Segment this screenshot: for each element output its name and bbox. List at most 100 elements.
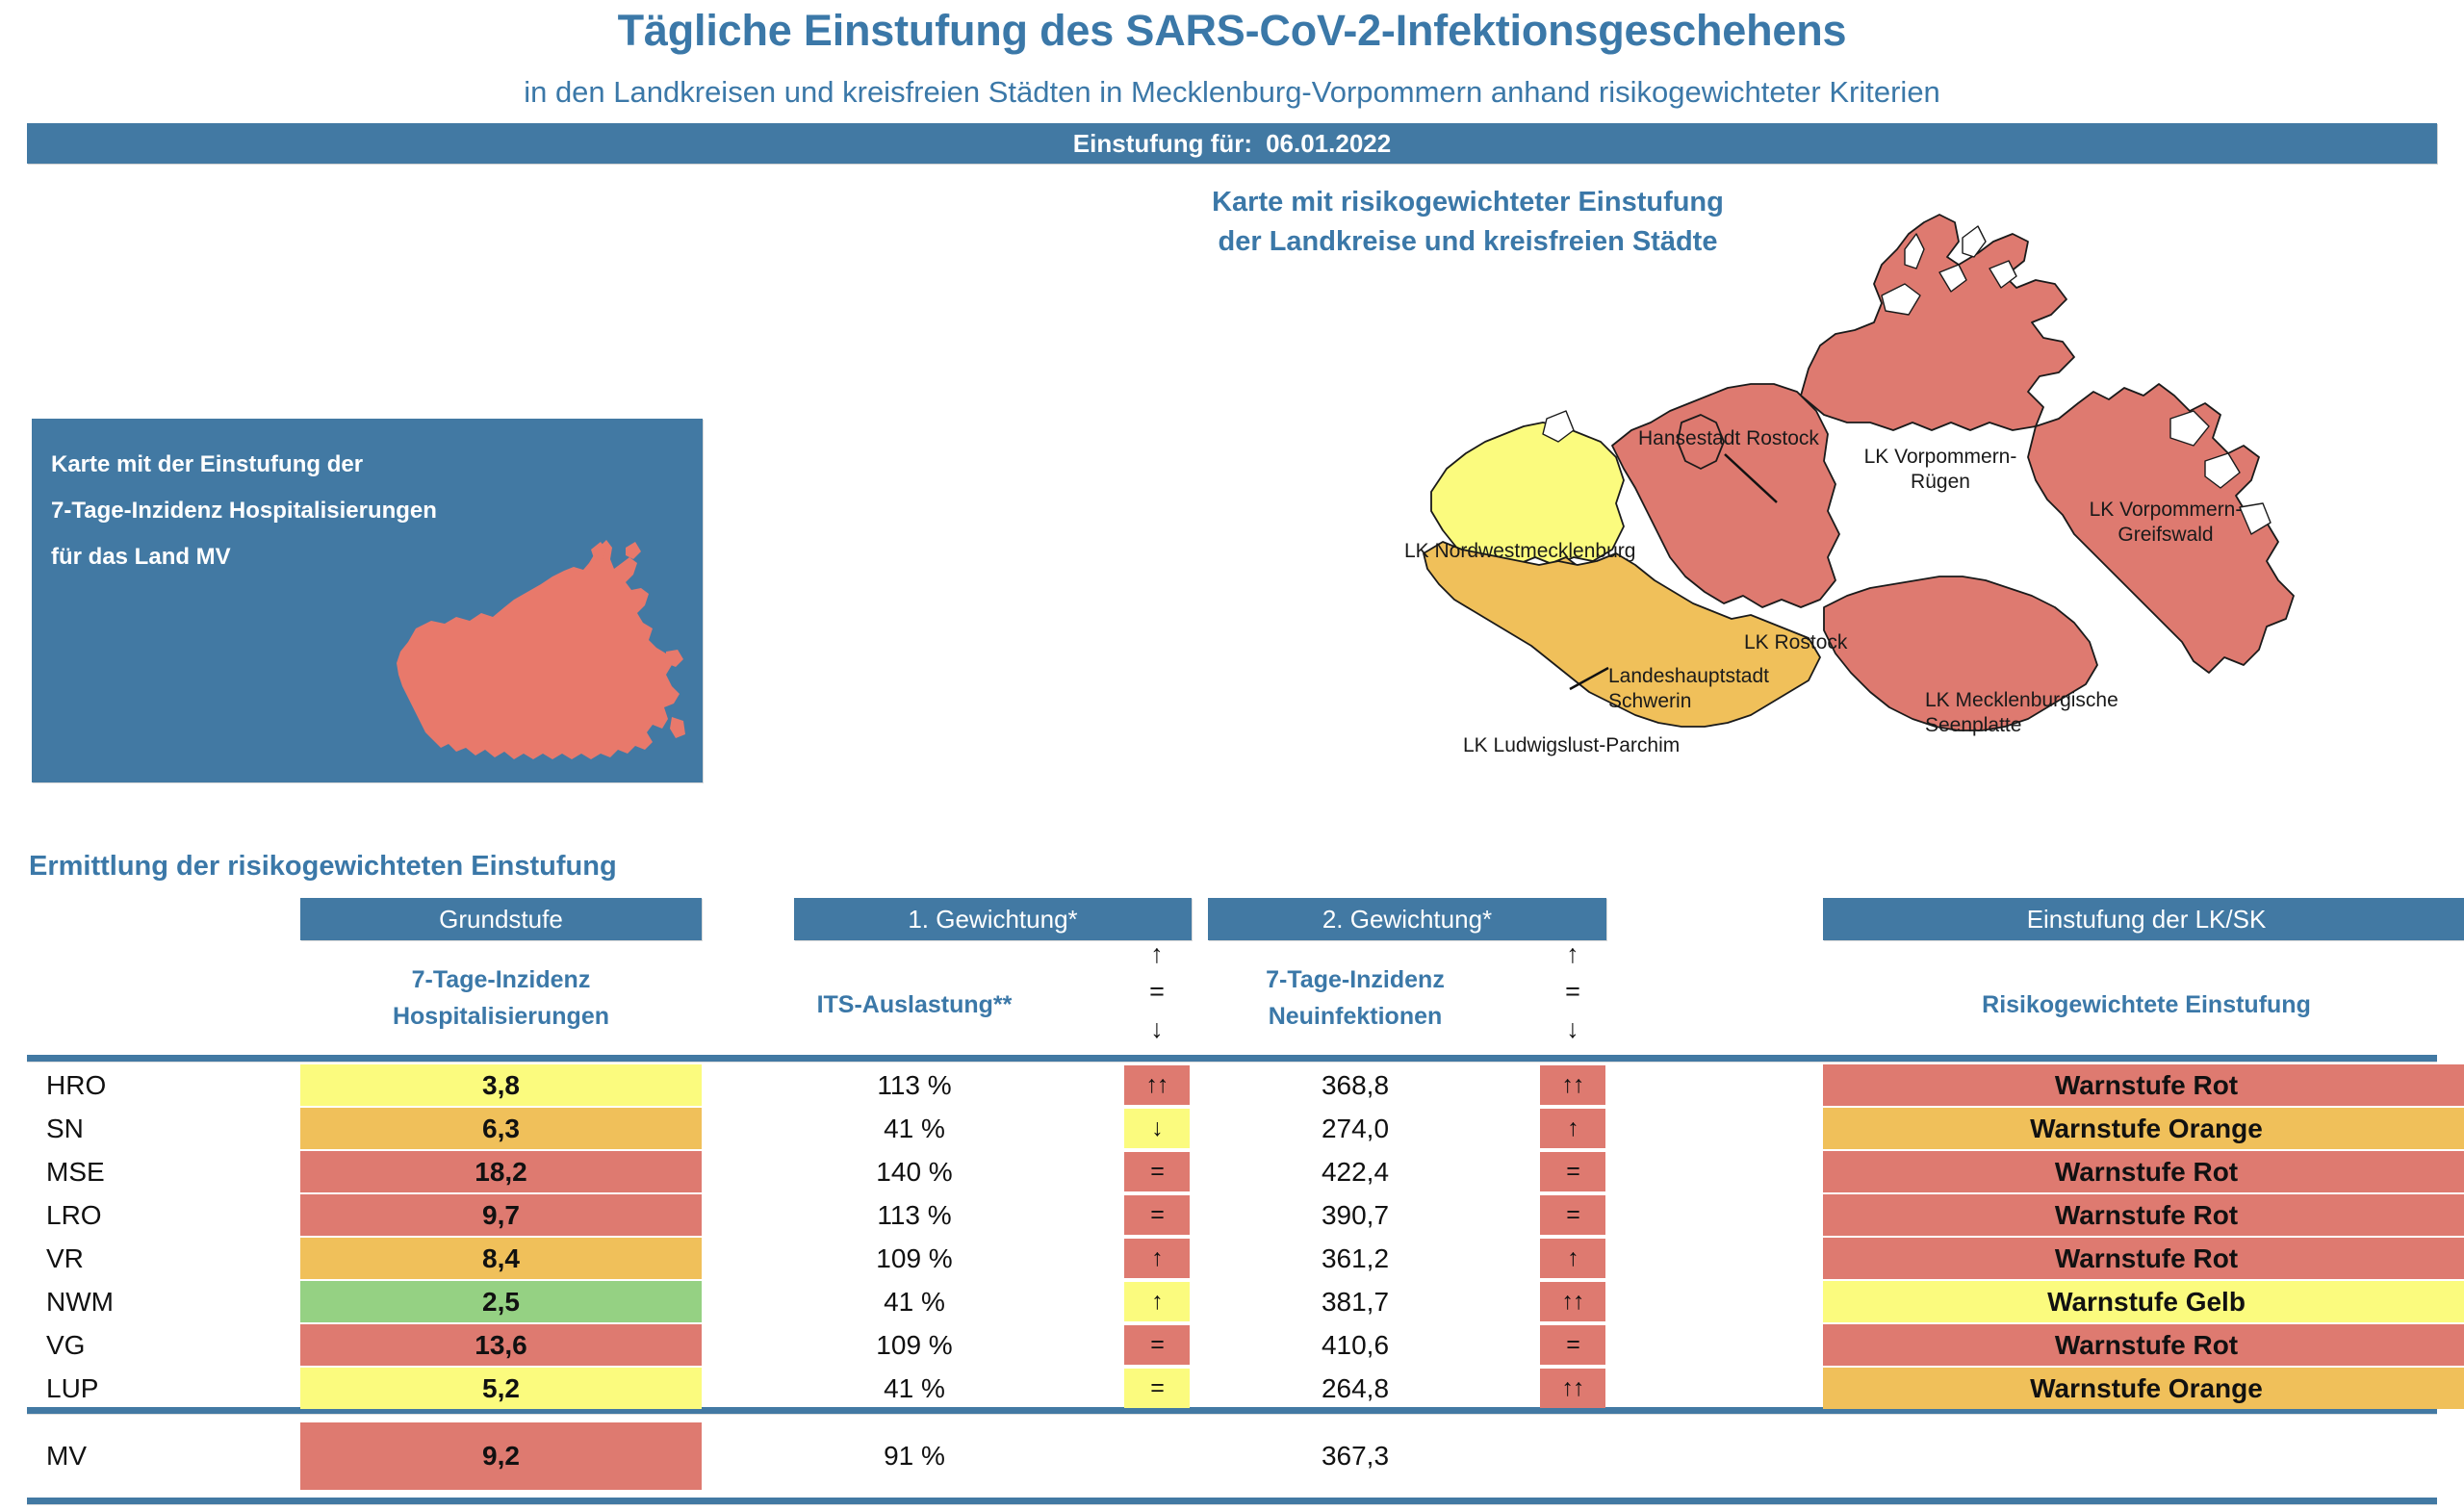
cell-its: 113 % bbox=[877, 1069, 952, 1100]
cell-its: 41 % bbox=[884, 1113, 945, 1143]
date-value: 06.01.2022 bbox=[1266, 128, 1392, 158]
cell-trend-its: = bbox=[1124, 1195, 1190, 1235]
column-subheader-einstufung: Risikogewichtete Einstufung bbox=[1982, 991, 2311, 1018]
page-subtitle: in den Landkreisen und kreisfreien Städt… bbox=[524, 75, 1940, 109]
table-row[interactable]: VG 13,6 109 % = 410,6 = Warnstufe Rot bbox=[0, 1323, 2464, 1367]
cell-trend-incidence: ↑↑ bbox=[1540, 1369, 1605, 1408]
cell-trend-its: ↑↑ bbox=[1124, 1065, 1190, 1105]
row-key: LUP bbox=[46, 1372, 99, 1403]
cell-trend-incidence: ↑ bbox=[1540, 1109, 1605, 1148]
row-key: NWM bbox=[46, 1286, 114, 1317]
cell-trend-incidence: = bbox=[1540, 1325, 1605, 1365]
hospitalisation-caption-line3: für das Land MV bbox=[51, 544, 231, 570]
cell-its: 113 % bbox=[877, 1199, 952, 1230]
date-label: Einstufung für: bbox=[1072, 128, 1253, 158]
hospitalisation-map-panel: Karte mit der Einstufung der 7-Tage-Inzi… bbox=[32, 419, 703, 782]
cell-trend-its: = bbox=[1124, 1152, 1190, 1191]
cell-hospitalisation: 3,8 bbox=[300, 1064, 702, 1106]
column-header-einstufung: Einstufung der LK/SK bbox=[1823, 898, 2464, 940]
cell-trend-its: = bbox=[1124, 1325, 1190, 1365]
cell-incidence: 422,4 bbox=[1321, 1156, 1390, 1187]
column-subheader-gewichtung1: ITS-Auslastung** bbox=[816, 991, 1013, 1018]
table-row[interactable]: HRO 3,8 113 % ↑↑ 368,8 ↑↑ Warnstufe Rot bbox=[0, 1063, 2464, 1107]
table-row[interactable]: NWM 2,5 41 % ↑ 381,7 ↑↑ Warnstufe Gelb bbox=[0, 1280, 2464, 1323]
row-key: SN bbox=[46, 1113, 84, 1143]
leader-line-rostock bbox=[1724, 453, 1778, 503]
cell-its: 41 % bbox=[884, 1372, 945, 1403]
cell-warning-level: Warnstufe Gelb bbox=[1823, 1281, 2464, 1322]
cell-warning-level: Warnstufe Rot bbox=[1823, 1194, 2464, 1236]
table-row[interactable]: LRO 9,7 113 % = 390,7 = Warnstufe Rot bbox=[0, 1193, 2464, 1237]
row-key: LRO bbox=[46, 1199, 102, 1230]
risk-map-caption: Karte mit risikogewichteter Einstufung d… bbox=[1121, 183, 1814, 262]
cell-hospitalisation: 2,5 bbox=[300, 1281, 702, 1322]
cell-trend-incidence: ↑ bbox=[1540, 1239, 1605, 1278]
risk-classification-map bbox=[1423, 214, 2295, 731]
date-bar: Einstufung für: 06.01.2022 bbox=[27, 123, 2437, 164]
cell-trend-incidence: = bbox=[1540, 1195, 1605, 1235]
cell-warning-level: Warnstufe Rot bbox=[1823, 1324, 2464, 1366]
cell-incidence: 274,0 bbox=[1321, 1113, 1390, 1143]
cell-incidence: 410,6 bbox=[1321, 1329, 1390, 1360]
table-section-heading: Ermittlung der risikogewichteten Einstuf… bbox=[29, 851, 617, 882]
cell-trend-incidence: ↑↑ bbox=[1540, 1065, 1605, 1105]
table-bottom-rule bbox=[27, 1407, 2437, 1414]
summary-cell-incidence: 367,3 bbox=[1321, 1441, 1390, 1471]
summary-row-key: MV bbox=[46, 1441, 87, 1471]
arrow-legend-gewichtung1: ↑ = ↓ bbox=[1149, 939, 1165, 1044]
cell-warning-level: Warnstufe Orange bbox=[1823, 1108, 2464, 1149]
row-key: HRO bbox=[46, 1069, 107, 1100]
risk-map-caption-line2: der Landkreise und kreisfreien Städte bbox=[1218, 226, 1718, 258]
cell-hospitalisation: 9,7 bbox=[300, 1194, 702, 1236]
column-header-gewichtung2: 2. Gewichtung* bbox=[1208, 898, 1606, 940]
summary-cell-hospitalisation: 9,2 bbox=[300, 1422, 702, 1490]
cell-incidence: 390,7 bbox=[1321, 1199, 1390, 1230]
cell-warning-level: Warnstufe Orange bbox=[1823, 1368, 2464, 1409]
cell-hospitalisation: 18,2 bbox=[300, 1151, 702, 1192]
arrow-legend-gewichtung2: ↑ = ↓ bbox=[1565, 939, 1580, 1044]
row-key: MSE bbox=[46, 1156, 105, 1187]
table-row[interactable]: MSE 18,2 140 % = 422,4 = Warnstufe Rot bbox=[0, 1150, 2464, 1193]
cell-trend-incidence: = bbox=[1540, 1152, 1605, 1191]
cell-hospitalisation: 13,6 bbox=[300, 1324, 702, 1366]
cell-hospitalisation: 5,2 bbox=[300, 1368, 702, 1409]
cell-warning-level: Warnstufe Rot bbox=[1823, 1064, 2464, 1106]
hospitalisation-caption-line1: Karte mit der Einstufung der bbox=[51, 451, 364, 477]
cell-incidence: 361,2 bbox=[1321, 1242, 1390, 1273]
hospitalisation-map-caption: Karte mit der Einstufung der 7-Tage-Inzi… bbox=[51, 442, 667, 580]
cell-incidence: 264,8 bbox=[1321, 1372, 1390, 1403]
column-header-grundstufe: Grundstufe bbox=[300, 898, 702, 940]
cell-warning-level: Warnstufe Rot bbox=[1823, 1151, 2464, 1192]
table-top-rule bbox=[27, 1055, 2437, 1062]
cell-hospitalisation: 6,3 bbox=[300, 1108, 702, 1149]
cell-trend-its: ↓ bbox=[1124, 1109, 1190, 1148]
cell-incidence: 368,8 bbox=[1321, 1069, 1390, 1100]
column-subheader-gewichtung2: 7-Tage-Inzidenz Neuinfektionen bbox=[1266, 966, 1445, 1030]
cell-hospitalisation: 8,4 bbox=[300, 1238, 702, 1279]
table-row[interactable]: LUP 5,2 41 % = 264,8 ↑↑ Warnstufe Orange bbox=[0, 1367, 2464, 1410]
cell-trend-its: ↑ bbox=[1124, 1239, 1190, 1278]
table-row[interactable]: VR 8,4 109 % ↑ 361,2 ↑ Warnstufe Rot bbox=[0, 1237, 2464, 1280]
cell-its: 109 % bbox=[876, 1242, 953, 1273]
row-key: VR bbox=[46, 1242, 84, 1273]
cell-trend-incidence: ↑↑ bbox=[1540, 1282, 1605, 1321]
cell-its: 109 % bbox=[876, 1329, 953, 1360]
cell-its: 41 % bbox=[884, 1286, 945, 1317]
cell-its: 140 % bbox=[876, 1156, 953, 1187]
column-subheader-grundstufe: 7-Tage-Inzidenz Hospitalisierungen bbox=[392, 966, 610, 1030]
table-row-summary[interactable]: MV 9,2 91 % 367,3 bbox=[0, 1421, 2464, 1491]
mv-outline-map-icon bbox=[397, 540, 685, 759]
table-footer-rule bbox=[27, 1498, 2437, 1504]
cell-trend-its: ↑ bbox=[1124, 1282, 1190, 1321]
risk-map-caption-line1: Karte mit risikogewichteter Einstufung bbox=[1212, 187, 1724, 218]
row-key: VG bbox=[46, 1329, 86, 1360]
cell-trend-its: = bbox=[1124, 1369, 1190, 1408]
cell-incidence: 381,7 bbox=[1321, 1286, 1390, 1317]
summary-cell-its: 91 % bbox=[884, 1441, 945, 1471]
cell-warning-level: Warnstufe Rot bbox=[1823, 1238, 2464, 1279]
column-header-gewichtung1: 1. Gewichtung* bbox=[794, 898, 1192, 940]
page-title: Tägliche Einstufung des SARS-CoV-2-Infek… bbox=[617, 6, 1847, 55]
table-row[interactable]: SN 6,3 41 % ↓ 274,0 ↑ Warnstufe Orange bbox=[0, 1107, 2464, 1150]
leader-line-schwerin bbox=[1569, 666, 1609, 691]
hospitalisation-caption-line2: 7-Tage-Inzidenz Hospitalisierungen bbox=[51, 498, 437, 524]
